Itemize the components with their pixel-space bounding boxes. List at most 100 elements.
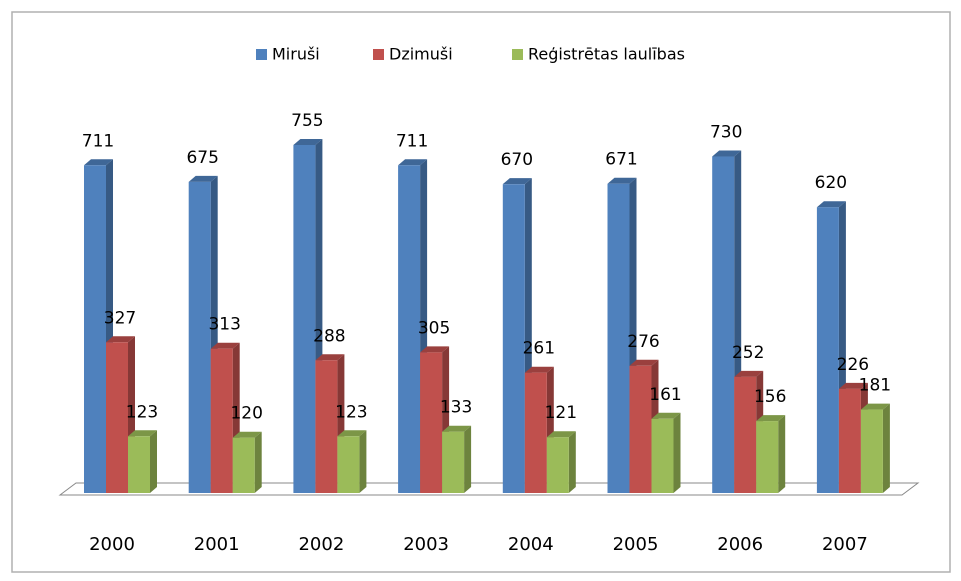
bar-front [188, 181, 211, 493]
data-label: 252 [732, 343, 764, 363]
bar-front [293, 145, 316, 493]
data-label: 120 [230, 404, 262, 424]
bar-top [607, 177, 637, 184]
bar-top [442, 425, 472, 432]
bar [756, 415, 786, 493]
bar-front [398, 165, 421, 493]
data-label: 121 [545, 403, 577, 423]
bar-front [816, 207, 839, 493]
bar [860, 403, 890, 493]
bar-side [882, 403, 890, 493]
legend-label: Reģistrētas laulības [528, 45, 685, 64]
bar-front [128, 436, 150, 493]
bar-front [337, 436, 360, 493]
data-label: 123 [126, 402, 158, 422]
x-tick-label: 2005 [613, 534, 659, 555]
bar-front [756, 421, 779, 493]
bar [128, 430, 157, 493]
bar-front [712, 156, 735, 493]
data-label: 670 [501, 150, 533, 170]
data-label: 305 [418, 318, 450, 338]
bar-front [420, 352, 443, 493]
data-label: 755 [291, 111, 323, 131]
bar-top [502, 178, 532, 185]
bar [546, 431, 576, 493]
data-label: 123 [335, 402, 367, 422]
bar-top [712, 150, 742, 157]
bar-side [464, 425, 472, 493]
bar-top [734, 370, 764, 377]
data-label: 711 [82, 131, 114, 151]
bar-side [568, 431, 576, 493]
bar-front [106, 342, 128, 493]
data-label: 327 [104, 308, 136, 328]
bar-front [315, 360, 338, 493]
bar-top [860, 403, 890, 410]
data-label: 226 [837, 355, 869, 375]
bar-front [838, 388, 861, 493]
x-tick-label: 2000 [89, 534, 135, 555]
bar-front [232, 437, 255, 493]
chart-frame [11, 11, 951, 573]
x-tick-label: 2007 [822, 534, 868, 555]
data-label: 288 [313, 326, 345, 346]
data-label: 620 [815, 173, 847, 193]
bar-front [210, 348, 233, 493]
data-label: 313 [208, 315, 240, 335]
bar [651, 412, 681, 493]
bar-side [778, 415, 786, 493]
bar-side [673, 412, 681, 493]
bar-top [398, 159, 428, 166]
legend-swatch [256, 49, 267, 60]
bar-top [128, 430, 157, 437]
bar-top [546, 431, 576, 438]
bar-top [651, 412, 681, 419]
bar-top [629, 359, 659, 366]
bar-top [756, 415, 786, 422]
data-label: 156 [754, 387, 786, 407]
bar-top [315, 354, 345, 361]
data-label: 675 [186, 148, 218, 168]
bar-front [651, 418, 674, 493]
bar-front [629, 365, 652, 493]
bar-top [84, 159, 113, 166]
data-label: 161 [649, 385, 681, 405]
bar [337, 430, 367, 493]
bar-top [232, 431, 262, 438]
bar-top [524, 366, 554, 373]
bar-side [150, 430, 157, 493]
bar-front [860, 409, 883, 493]
data-label: 133 [440, 398, 472, 418]
bar-top [210, 342, 240, 349]
data-label: 261 [523, 339, 555, 359]
bar-front [734, 376, 757, 493]
bar-top [337, 430, 367, 437]
bar-top [816, 201, 846, 208]
bar-top [106, 336, 135, 343]
data-label: 671 [605, 150, 637, 170]
legend-swatch [373, 49, 384, 60]
data-label: 276 [627, 332, 659, 352]
legend-label: Miruši [272, 45, 320, 64]
bar-top [838, 382, 868, 389]
floor [58, 482, 920, 496]
legend-label: Dzimuši [389, 45, 453, 64]
legend-swatch [512, 49, 523, 60]
x-tick-label: 2002 [298, 534, 344, 555]
bar-front [607, 183, 630, 493]
x-tick-label: 2003 [403, 534, 449, 555]
x-tick-label: 2004 [508, 534, 554, 555]
bar-top [420, 346, 450, 353]
bar-top [293, 139, 323, 145]
bar-front [546, 437, 569, 493]
x-tick-label: 2001 [194, 534, 240, 555]
bar-front [84, 165, 106, 493]
bar-side [359, 430, 367, 493]
x-tick-label: 2006 [717, 534, 763, 555]
bar-front [502, 184, 525, 493]
bar-side [254, 431, 262, 493]
data-label: 711 [396, 131, 428, 151]
bar-front [524, 372, 547, 493]
bar-front [442, 431, 465, 493]
